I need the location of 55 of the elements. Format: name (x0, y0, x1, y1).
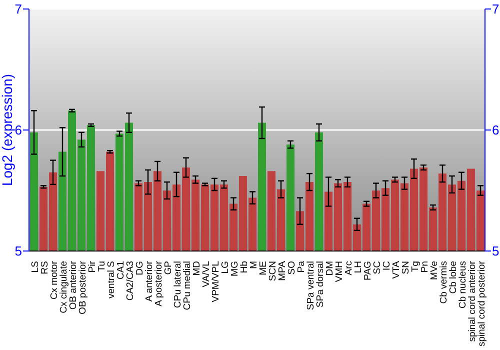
x-tick-label: SCN (267, 260, 278, 282)
x-tick-label: A posterior (153, 261, 164, 306)
x-tick-label: M (248, 260, 260, 269)
x-tick-label: CA2/CA3 (124, 261, 136, 301)
x-tick-label: DG (134, 261, 146, 276)
x-tick-label: MVe (428, 261, 440, 280)
x-tick-label: Arc (343, 260, 354, 276)
x-tick-label: Cb vermis (438, 260, 450, 304)
x-tick-label: SPa ventral (305, 261, 316, 310)
x-tick-label: VMH (334, 260, 345, 282)
x-tick-label: GP (162, 261, 174, 275)
x-tick-label: Cb lobe (448, 261, 459, 294)
x-tick-label: SC (372, 260, 383, 274)
x-tick-label: LH (352, 260, 364, 274)
y-tick-label: 7 (14, 2, 22, 17)
x-tick-label: Cx motor (48, 261, 60, 300)
x-tick-label: A anterior (144, 261, 155, 302)
x-tick-label: CPu lateral (172, 261, 184, 308)
x-tick-label: SO (286, 261, 298, 275)
x-tick-label: MPA (276, 260, 288, 281)
x-tick-label: Tg (410, 261, 421, 272)
x-tick-label: Cb nucleus (457, 260, 468, 309)
y2-tick-label: 7 (492, 2, 500, 17)
x-tick-label: MD (191, 260, 202, 276)
x-tick-label: spinal cord posterior (476, 261, 488, 347)
x-tick-label: VTA (390, 260, 402, 279)
x-tick-label: LS (30, 261, 41, 273)
x-tick-label: ME (258, 261, 269, 276)
x-tick-label: OB posterior (77, 261, 88, 314)
x-tick-label: SPa dorsal (314, 261, 326, 308)
x-tick-label: Pir (86, 261, 98, 273)
x-tick-label: RS (39, 261, 50, 274)
y-tick-label: 5 (14, 244, 22, 259)
x-tick-label: VA/VL (200, 261, 212, 288)
x-tick-label: Cx cingulate (58, 261, 70, 314)
x-tick-label: PAG (362, 261, 374, 280)
x-tick-label: Pn (419, 261, 430, 273)
x-tick-label: Tu (96, 261, 108, 272)
x-tick-label: Hb (238, 261, 250, 274)
x-tick-label: LG (220, 261, 231, 274)
x-tick-label: VPM/VPL (210, 261, 222, 302)
x-tick-label: MG (229, 261, 240, 276)
y2-tick-label: 6 (492, 122, 500, 138)
y2-tick-label: 5 (492, 244, 500, 259)
x-tick-label: SN (400, 260, 412, 274)
x-tick-label: DM (324, 260, 336, 276)
x-tick-label: ventral S (106, 261, 117, 298)
y-axis-title: Log2 (expression) (0, 74, 15, 186)
x-tick-label: CA1 (115, 261, 126, 280)
x-tick-label: OB anterior (68, 261, 79, 310)
x-tick-label: IC (381, 260, 392, 270)
x-tick-label: Pa (296, 260, 307, 273)
x-tick-label: spinal cord anterior (466, 261, 478, 342)
y-tick-label: 6 (14, 122, 22, 138)
x-tick-label: CPu medial (182, 261, 193, 310)
